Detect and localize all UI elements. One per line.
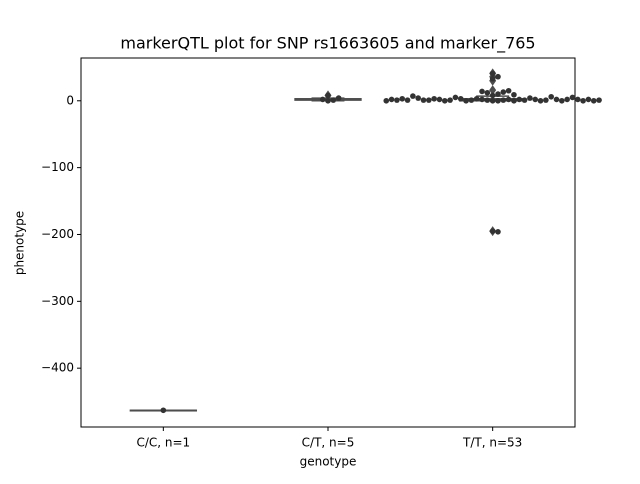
- data-point: [495, 97, 501, 104]
- data-point: [548, 93, 554, 100]
- data-point: [590, 97, 597, 104]
- data-point: [500, 89, 507, 95]
- data-point: [564, 96, 570, 103]
- data-point: [495, 91, 501, 97]
- data-point: [436, 96, 443, 103]
- data-point: [527, 95, 533, 101]
- data-point: [585, 96, 592, 103]
- data-point: [580, 97, 586, 104]
- x-axis-label: genotype: [300, 455, 357, 469]
- x-tick-label: T/T, n=53: [462, 436, 522, 450]
- y-tick-label: −300: [41, 294, 74, 308]
- y-tick-label: −400: [41, 361, 74, 375]
- data-point: [559, 97, 565, 104]
- y-tick-label: 0: [66, 93, 74, 107]
- data-point: [325, 97, 331, 104]
- data-point: [463, 97, 469, 104]
- data-point: [511, 97, 517, 104]
- data-point: [543, 97, 549, 103]
- data-point: [505, 87, 512, 94]
- data-point: [457, 95, 464, 102]
- data-point: [383, 97, 390, 104]
- x-tick-label: C/T, n=5: [302, 436, 355, 450]
- data-point: [484, 89, 491, 96]
- data-point: [489, 70, 496, 77]
- data-point: [394, 97, 400, 103]
- data-point: [479, 88, 485, 95]
- data-point: [160, 407, 167, 414]
- data-point: [410, 93, 416, 99]
- data-point: [574, 96, 581, 103]
- data-point: [388, 96, 395, 103]
- data-point: [511, 91, 517, 98]
- data-point: [479, 96, 485, 103]
- data-point: [521, 97, 528, 103]
- data-point: [484, 97, 491, 103]
- data-point: [426, 97, 432, 103]
- data-point: [495, 229, 501, 235]
- data-point: [468, 97, 475, 103]
- data-point: [500, 97, 507, 103]
- y-tick-label: −200: [41, 227, 74, 241]
- data-point: [415, 95, 421, 101]
- y-axis-label: phenotype: [13, 211, 27, 275]
- data-point: [399, 95, 406, 102]
- data-point: [505, 96, 512, 103]
- data-point: [537, 97, 544, 104]
- data-point: [553, 96, 560, 103]
- flier: [489, 85, 497, 96]
- data-point: [447, 97, 453, 103]
- data-point: [516, 96, 523, 103]
- data-point: [489, 92, 496, 99]
- data-point: [489, 97, 496, 104]
- plot-frame: [80, 57, 576, 428]
- data-point: [319, 96, 326, 103]
- data-point: [420, 97, 427, 103]
- data-point: [441, 97, 448, 104]
- data-point: [330, 97, 337, 103]
- data-point: [489, 228, 496, 234]
- data-point: [404, 97, 411, 103]
- data-point: [495, 73, 501, 80]
- y-tick-label: −100: [41, 160, 74, 174]
- data-point: [431, 95, 437, 102]
- x-tick-label: C/C, n=1: [136, 436, 190, 450]
- data-point: [325, 92, 331, 99]
- data-point: [335, 95, 342, 101]
- chart-title: markerQTL plot for SNP rs1663605 and mar…: [120, 34, 535, 54]
- data-point: [596, 97, 602, 103]
- data-point: [569, 94, 576, 101]
- data-point: [473, 95, 480, 102]
- data-point: [452, 94, 459, 101]
- data-point: [532, 96, 539, 103]
- data-point: [489, 75, 496, 82]
